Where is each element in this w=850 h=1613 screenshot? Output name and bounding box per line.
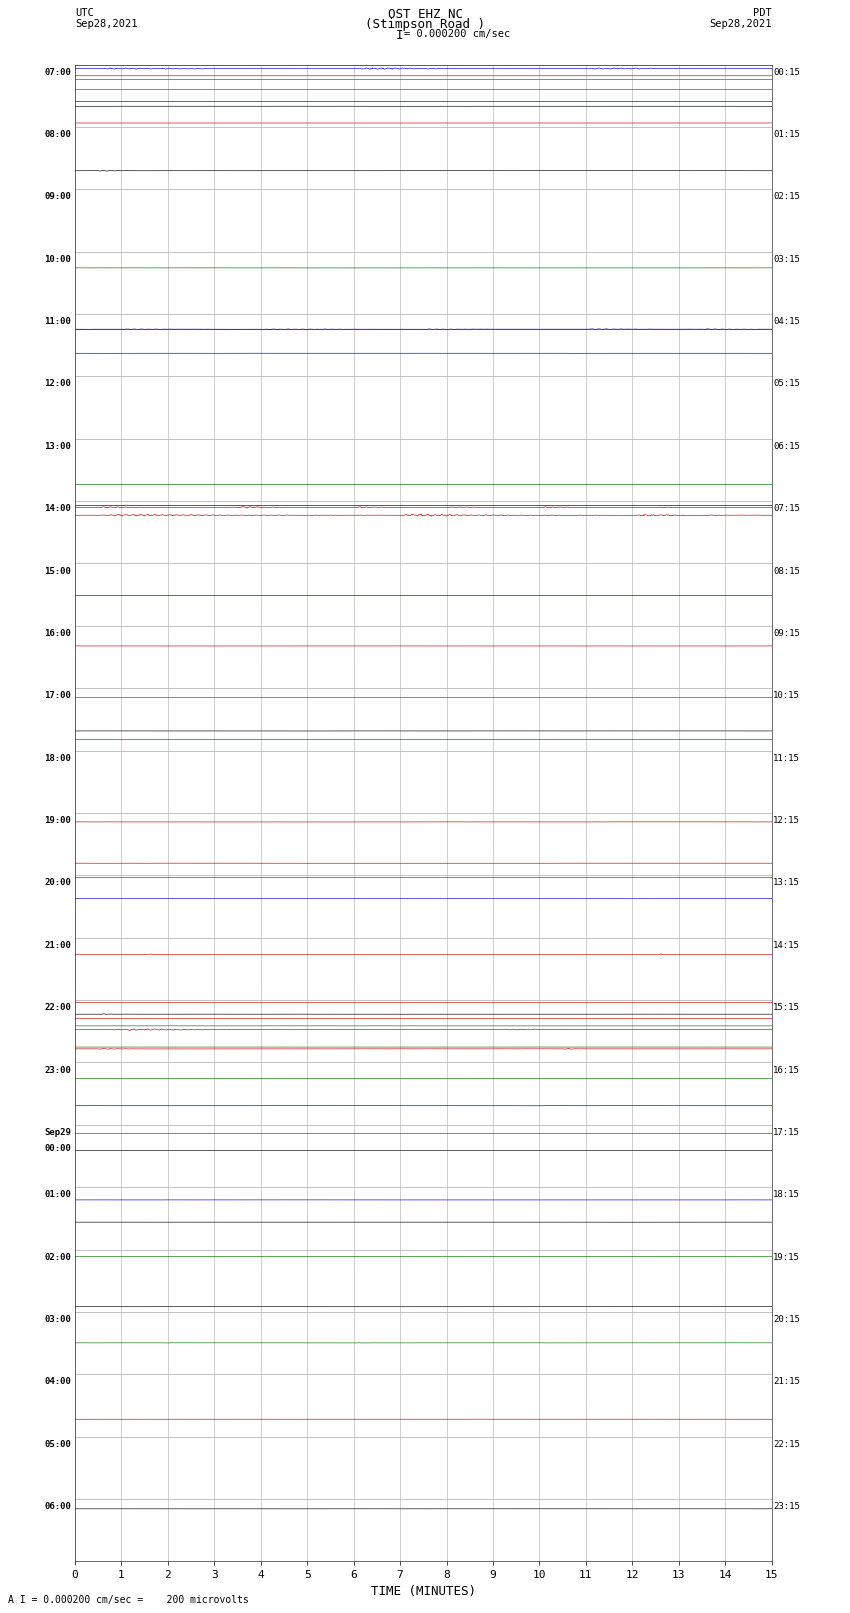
Text: = 0.000200 cm/sec: = 0.000200 cm/sec (404, 29, 510, 39)
Text: 08:00: 08:00 (44, 131, 71, 139)
Text: 23:00: 23:00 (44, 1066, 71, 1074)
Text: 02:00: 02:00 (44, 1253, 71, 1261)
Text: 20:15: 20:15 (774, 1315, 800, 1324)
X-axis label: TIME (MINUTES): TIME (MINUTES) (371, 1584, 476, 1597)
Text: 09:00: 09:00 (44, 192, 71, 202)
Text: 23:15: 23:15 (774, 1502, 800, 1511)
Text: 21:15: 21:15 (774, 1378, 800, 1387)
Text: 14:15: 14:15 (774, 940, 800, 950)
Text: OST EHZ NC: OST EHZ NC (388, 8, 462, 21)
Text: 11:15: 11:15 (774, 753, 800, 763)
Text: 09:15: 09:15 (774, 629, 800, 639)
Text: 15:15: 15:15 (774, 1003, 800, 1013)
Text: 05:15: 05:15 (774, 379, 800, 389)
Text: 00:00: 00:00 (44, 1144, 71, 1153)
Text: 17:00: 17:00 (44, 692, 71, 700)
Text: Sep28,2021: Sep28,2021 (709, 19, 772, 29)
Text: UTC: UTC (75, 8, 94, 18)
Text: 15:00: 15:00 (44, 566, 71, 576)
Text: 11:00: 11:00 (44, 318, 71, 326)
Text: 06:15: 06:15 (774, 442, 800, 452)
Text: 19:15: 19:15 (774, 1253, 800, 1261)
Text: 03:00: 03:00 (44, 1315, 71, 1324)
Text: 19:00: 19:00 (44, 816, 71, 826)
Text: 20:00: 20:00 (44, 879, 71, 887)
Text: 04:00: 04:00 (44, 1378, 71, 1387)
Text: 13:15: 13:15 (774, 879, 800, 887)
Text: 18:00: 18:00 (44, 753, 71, 763)
Text: 18:15: 18:15 (774, 1190, 800, 1200)
Text: 12:15: 12:15 (774, 816, 800, 826)
Text: 17:15: 17:15 (774, 1127, 800, 1137)
Text: 04:15: 04:15 (774, 318, 800, 326)
Text: 13:00: 13:00 (44, 442, 71, 452)
Text: 16:15: 16:15 (774, 1066, 800, 1074)
Text: 01:00: 01:00 (44, 1190, 71, 1200)
Text: 14:00: 14:00 (44, 505, 71, 513)
Text: 02:15: 02:15 (774, 192, 800, 202)
Text: 06:00: 06:00 (44, 1502, 71, 1511)
Text: I: I (396, 29, 403, 42)
Text: 07:15: 07:15 (774, 505, 800, 513)
Text: Sep28,2021: Sep28,2021 (75, 19, 138, 29)
Text: (Stimpson Road ): (Stimpson Road ) (365, 18, 485, 31)
Text: 01:15: 01:15 (774, 131, 800, 139)
Text: 21:00: 21:00 (44, 940, 71, 950)
Text: 03:15: 03:15 (774, 255, 800, 265)
Text: 05:00: 05:00 (44, 1440, 71, 1448)
Text: 07:00: 07:00 (44, 68, 71, 77)
Text: 16:00: 16:00 (44, 629, 71, 639)
Text: 08:15: 08:15 (774, 566, 800, 576)
Text: 12:00: 12:00 (44, 379, 71, 389)
Text: Sep29: Sep29 (44, 1127, 71, 1137)
Text: 10:15: 10:15 (774, 692, 800, 700)
Text: PDT: PDT (753, 8, 772, 18)
Text: 10:00: 10:00 (44, 255, 71, 265)
Text: 22:15: 22:15 (774, 1440, 800, 1448)
Text: 22:00: 22:00 (44, 1003, 71, 1013)
Text: A I = 0.000200 cm/sec =    200 microvolts: A I = 0.000200 cm/sec = 200 microvolts (8, 1595, 249, 1605)
Text: 00:15: 00:15 (774, 68, 800, 77)
